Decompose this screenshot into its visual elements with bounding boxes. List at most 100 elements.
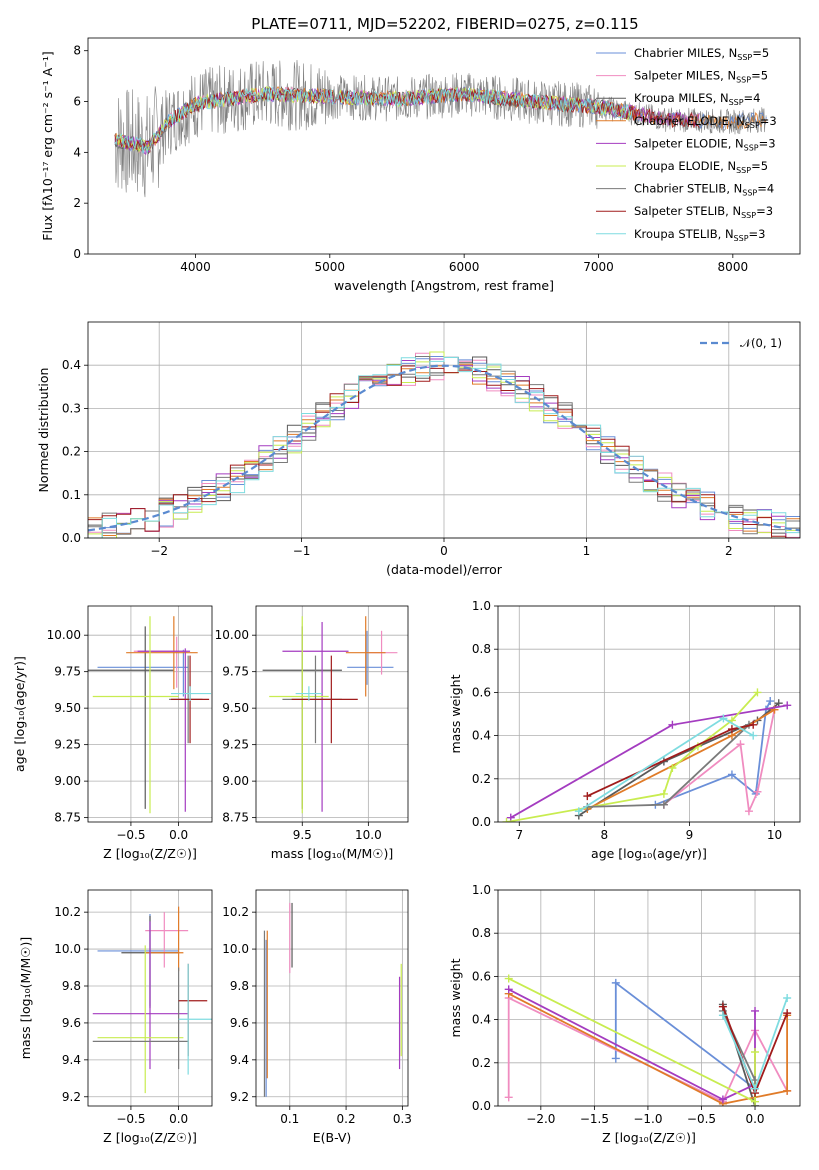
weight-marker — [504, 1093, 513, 1102]
mass-vs-Z-marks — [92, 906, 212, 1094]
weight-marker — [783, 1009, 792, 1018]
y-tick-label: 0.0 — [62, 531, 81, 545]
y-axis-label: age [log₁₀(age/yr)] — [12, 656, 27, 772]
weight-marker — [753, 688, 762, 697]
age-vs-Z-axes: −0.5 0.0 8.75 9.00 9.25 9.50 9.75 10.00 Z [log₁₀… — [12, 605, 213, 861]
x-axis-label: age [log₁₀(age/yr)] — [591, 846, 707, 861]
weight-marker — [744, 807, 753, 816]
x-tick-label: 8000 — [718, 260, 749, 274]
weight-line — [508, 988, 756, 1101]
x-tick-label: 5000 — [315, 260, 346, 274]
y-axis-label: mass weight — [448, 958, 463, 1037]
x-tick-label: −0.5 — [687, 1112, 716, 1126]
y-tick-label: 1.0 — [472, 883, 491, 897]
y-tick-label: 9.75 — [54, 665, 81, 679]
mass-vs-ebv-marks — [263, 902, 402, 1097]
weight-marker — [736, 740, 745, 749]
legend-entry: Salpeter ELODIE, NSSP=3 — [634, 136, 776, 152]
axes-frame — [255, 889, 409, 1107]
x-tick-label: 0.2 — [337, 1112, 356, 1126]
y-tick-label: 9.25 — [54, 738, 81, 752]
spectrum-marks — [114, 59, 767, 198]
y-tick-label: 8.75 — [54, 811, 81, 825]
x-tick-label: 6000 — [449, 260, 480, 274]
x-tick-label: 10.0 — [355, 828, 382, 842]
y-tick-label: 9.00 — [54, 774, 81, 788]
legend-entry: Kroupa STELIB, NSSP=3 — [634, 227, 765, 243]
weight-vs-age-axes: 7 8 9 10 0.0 0.2 0.4 0.6 0.8 1.0 age [log₁₀(age/yr… — [448, 599, 801, 861]
y-tick-label: 0 — [73, 247, 81, 261]
axes-frame — [87, 37, 801, 255]
y-tick-label: 10.0 — [54, 942, 81, 956]
y-tick-label: 9.6 — [230, 1016, 249, 1030]
axes-frame — [497, 605, 801, 823]
x-tick-label: −1.0 — [633, 1112, 662, 1126]
x-axis-label: (data-model)/error — [386, 562, 503, 577]
normal-curve — [88, 364, 800, 532]
weight-vs-Z-marks — [504, 974, 792, 1106]
y-tick-label: 9.8 — [62, 979, 81, 993]
y-axis-label: Normed distribution — [36, 368, 51, 493]
spectrum-model-line — [114, 86, 767, 152]
y-tick-label: 10.0 — [222, 942, 249, 956]
weight-marker — [727, 770, 736, 779]
weight-marker — [718, 1095, 727, 1104]
weight-marker — [504, 974, 513, 983]
y-tick-label: 6 — [73, 95, 81, 109]
legend-entry: Kroupa ELODIE, NSSP=5 — [634, 159, 768, 175]
legend-entry: Chabrier ELODIE, NSSP=3 — [634, 114, 777, 130]
spectrum-data-line — [114, 59, 767, 198]
legend-entry: 𝒩(0, 1) — [740, 336, 782, 350]
y-tick-label: 2 — [73, 196, 81, 210]
x-tick-label: −0.5 — [116, 1112, 145, 1126]
weight-marker — [611, 1054, 620, 1063]
weight-marker — [659, 800, 668, 809]
y-tick-label: 9.4 — [230, 1053, 249, 1067]
x-tick-label: 7 — [515, 828, 523, 842]
x-tick-label: 9 — [686, 828, 694, 842]
axes-frame — [87, 889, 213, 1107]
weight-marker — [749, 720, 758, 729]
weight-marker — [753, 787, 762, 796]
y-tick-label: 0.2 — [62, 445, 81, 459]
x-tick-label: 7000 — [583, 260, 614, 274]
residual-histogram — [88, 365, 800, 538]
residuals-axes: −2 −1 0 1 2 0.0 0.1 0.2 0.3 0.4 (data-model)/error… — [36, 321, 801, 577]
legend-entry: Salpeter STELIB, NSSP=3 — [634, 204, 773, 220]
x-tick-label: −1 — [293, 544, 311, 558]
x-tick-label: 0.0 — [169, 1112, 188, 1126]
weight-marker — [751, 1048, 760, 1056]
weight-marker — [783, 701, 792, 710]
y-tick-label: 0.6 — [472, 969, 491, 983]
weight-marker — [751, 1084, 760, 1093]
weight-marker — [751, 1006, 760, 1015]
y-tick-label: 0.0 — [472, 1099, 491, 1113]
weight-marker — [749, 731, 758, 740]
y-tick-label: 8 — [73, 44, 81, 58]
legend-entry: Salpeter MILES, NSSP=5 — [634, 69, 768, 85]
weight-marker — [583, 792, 592, 801]
spectrum-model-line — [114, 85, 633, 155]
y-tick-label: 9.75 — [222, 665, 249, 679]
y-tick-label: 8.75 — [222, 811, 249, 825]
weight-marker — [783, 1086, 792, 1095]
x-tick-label: 9.5 — [293, 828, 312, 842]
y-tick-label: 0.3 — [62, 401, 81, 415]
x-tick-label: 0.1 — [280, 1112, 299, 1126]
x-tick-label: −0.5 — [116, 828, 145, 842]
y-tick-label: 9.4 — [62, 1053, 81, 1067]
weight-marker — [774, 699, 783, 708]
weight-marker — [718, 1002, 727, 1011]
weight-line — [578, 702, 780, 817]
residual-histogram — [88, 357, 800, 538]
age-vs-mass-marks — [262, 616, 398, 814]
y-tick-label: 0.8 — [472, 926, 491, 940]
spectrum-axes: 4000 5000 6000 7000 8000 0 2 4 6 8 wavelength [Ang… — [40, 37, 801, 293]
weight-marker — [718, 1011, 727, 1020]
age-vs-mass-axes: 9.5 10.0 8.75 9.00 9.25 9.50 9.75 10.00 mass [lo… — [215, 605, 409, 861]
x-tick-label: −2 — [150, 544, 168, 558]
weight-marker — [504, 985, 513, 994]
y-axis-label: Flux [fλ10⁻¹⁷ erg cm⁻² s⁻¹ A⁻¹] — [40, 51, 55, 240]
y-tick-label: 9.50 — [222, 701, 249, 715]
